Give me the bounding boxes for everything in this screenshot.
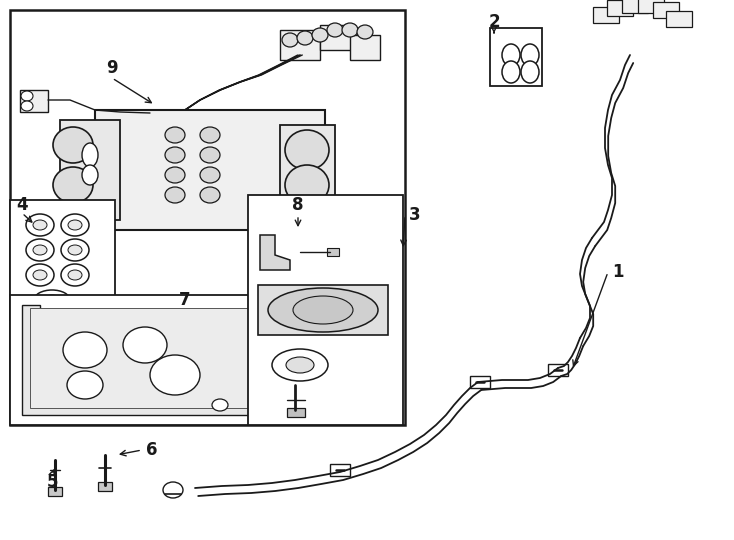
Ellipse shape [26,264,54,286]
Ellipse shape [200,147,220,163]
Ellipse shape [68,270,82,280]
Text: 8: 8 [292,196,304,214]
Bar [10,200,115,320]
Bar [10,10,405,425]
Ellipse shape [34,290,70,310]
Bar [98,482,112,491]
Bar [287,408,305,417]
Ellipse shape [82,143,98,167]
Ellipse shape [200,127,220,143]
Bar [60,120,120,220]
Ellipse shape [268,288,378,332]
Ellipse shape [63,332,107,368]
Ellipse shape [342,23,358,37]
Bar [48,487,62,496]
Polygon shape [260,235,290,270]
Text: 1: 1 [612,263,624,281]
Bar [653,2,679,18]
Bar [327,248,339,256]
Bar [95,110,325,230]
Bar [666,11,692,27]
Ellipse shape [521,61,539,83]
Ellipse shape [68,245,82,255]
Polygon shape [22,305,265,415]
Polygon shape [30,308,260,408]
Bar [330,464,350,476]
Ellipse shape [21,91,33,101]
Bar [638,0,664,13]
Ellipse shape [44,295,60,305]
Ellipse shape [61,264,89,286]
Ellipse shape [285,130,329,170]
Ellipse shape [502,61,520,83]
Text: 5: 5 [46,473,58,491]
Bar [490,28,542,86]
Ellipse shape [165,167,185,183]
Ellipse shape [67,371,103,399]
Ellipse shape [286,357,314,373]
Bar [320,25,355,50]
Ellipse shape [357,25,373,39]
Bar [280,30,320,60]
Ellipse shape [163,482,183,498]
Ellipse shape [150,355,200,395]
Bar [350,35,380,60]
Bar [258,285,388,335]
Ellipse shape [33,270,47,280]
Ellipse shape [200,187,220,203]
Ellipse shape [502,44,520,66]
Ellipse shape [123,327,167,363]
Ellipse shape [61,239,89,261]
Ellipse shape [33,245,47,255]
Ellipse shape [293,296,353,324]
Bar [10,295,275,425]
Ellipse shape [521,44,539,66]
Text: 3: 3 [409,206,421,224]
Bar [548,364,568,376]
Bar [607,0,633,16]
Ellipse shape [312,28,328,42]
Ellipse shape [26,239,54,261]
Text: 2: 2 [488,13,500,31]
Ellipse shape [285,165,329,205]
Text: 9: 9 [106,59,118,77]
Ellipse shape [82,165,98,185]
Bar [622,0,648,13]
Text: 4: 4 [16,196,28,214]
Text: 7: 7 [179,291,191,309]
Bar [248,195,403,425]
Ellipse shape [165,187,185,203]
Ellipse shape [297,31,313,45]
Ellipse shape [53,167,93,203]
Bar [470,376,490,388]
Ellipse shape [165,147,185,163]
Ellipse shape [21,101,33,111]
Ellipse shape [26,214,54,236]
Ellipse shape [200,167,220,183]
Ellipse shape [212,399,228,411]
Ellipse shape [68,220,82,230]
Polygon shape [260,220,340,255]
Ellipse shape [33,220,47,230]
Ellipse shape [61,214,89,236]
Bar [20,90,48,112]
Ellipse shape [53,127,93,163]
Bar [593,7,619,23]
Bar [280,125,335,215]
Ellipse shape [272,349,328,381]
Ellipse shape [165,127,185,143]
Text: 6: 6 [146,441,158,459]
Ellipse shape [327,23,343,37]
Ellipse shape [282,33,298,47]
